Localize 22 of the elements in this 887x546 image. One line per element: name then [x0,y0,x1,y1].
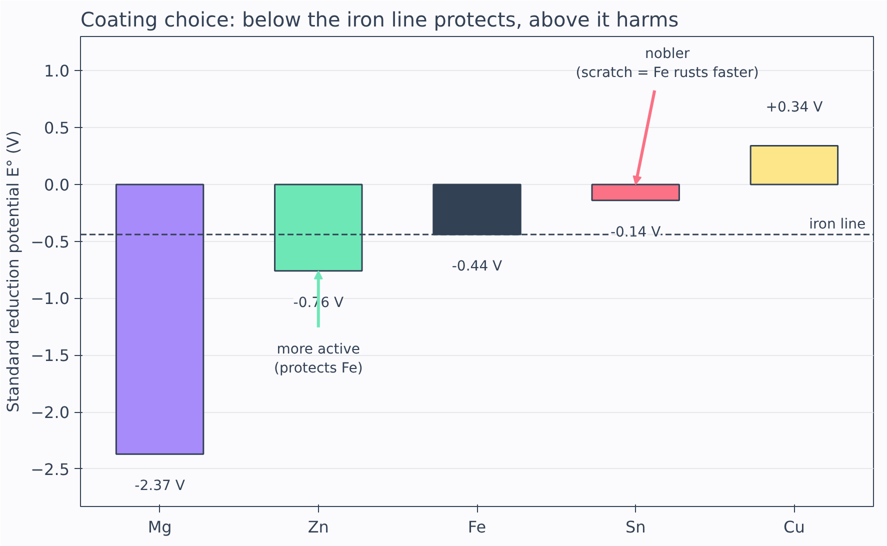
x-tick-label: Mg [148,518,172,536]
y-tick-label: 0.5 [44,118,70,138]
data-label: +0.34 V [766,100,824,116]
annotation: nobler (scratch = Fe rusts faster) [576,46,759,82]
x-tick-label: Cu [784,518,805,536]
y-tick-label: −2.0 [30,403,70,422]
ref-line-label: iron line [809,216,866,233]
x-tick-label: Fe [468,518,486,536]
annotation: more active (protects Fe) [274,341,363,377]
x-tick-label: Zn [308,518,329,536]
y-tick-label: −2.5 [30,460,70,479]
y-tick-label: 0.0 [44,175,70,194]
data-label: -0.14 V [610,224,662,240]
y-tick-label: −1.5 [30,346,70,366]
x-tick-label: Sn [625,518,646,536]
data-label: -0.44 V [452,258,503,275]
data-label: -2.37 V [134,478,186,494]
y-tick-label: −0.5 [30,232,70,252]
chart-title: Coating choice: below the iron line protects, above it harms [80,8,679,32]
y-tick-label: −1.0 [30,289,70,308]
y-axis-title: Standard reduction potential E° (V) [4,130,23,412]
y-tick-label: 1.0 [44,62,70,81]
